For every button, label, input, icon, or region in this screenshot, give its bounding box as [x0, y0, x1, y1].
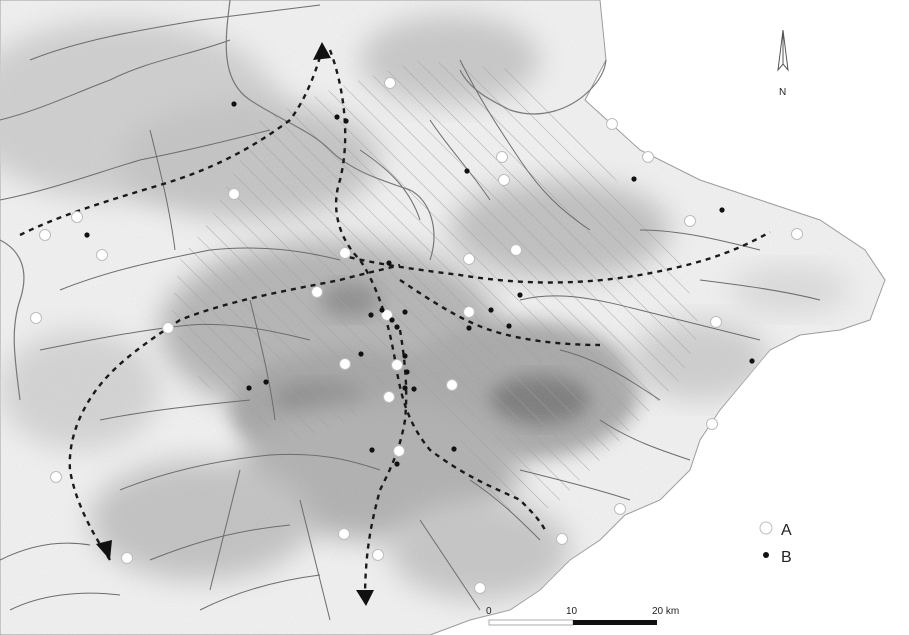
site-b — [719, 207, 725, 213]
scale-bar: 0 10 20 km — [486, 606, 679, 626]
route-arrows — [96, 42, 374, 606]
legend: A B — [759, 521, 792, 566]
route-south — [363, 329, 408, 601]
site-b — [749, 358, 755, 364]
hatched-zone — [170, 60, 700, 520]
route-central-east — [339, 230, 771, 284]
site-b — [411, 386, 417, 392]
north-label: N — [779, 87, 786, 98]
site-a — [339, 358, 351, 370]
site-b — [404, 369, 410, 375]
arrowhead-south — [356, 590, 374, 606]
scale-label-0: 0 — [486, 606, 492, 617]
site-b — [402, 385, 408, 391]
site-a — [50, 471, 62, 483]
site-a — [710, 316, 722, 328]
route-northwest — [19, 49, 324, 237]
scale-label-20: 20 km — [652, 606, 679, 617]
site-a — [162, 322, 174, 334]
site-b — [379, 307, 385, 313]
scale-label-10: 10 — [566, 606, 578, 617]
north-arrow: N — [777, 29, 789, 98]
site-b — [358, 351, 364, 357]
site-a — [463, 253, 475, 265]
route-east-branch — [399, 279, 601, 347]
site-a — [383, 391, 395, 403]
site-b — [394, 461, 400, 467]
site-a — [642, 151, 654, 163]
site-a — [684, 215, 696, 227]
site-b — [84, 232, 90, 238]
site-a — [393, 445, 405, 457]
site-a — [228, 188, 240, 200]
site-a — [384, 77, 396, 89]
site-a — [121, 552, 133, 564]
site-b — [402, 309, 408, 315]
site-b — [402, 353, 408, 359]
boundaries — [0, 0, 607, 401]
route-west — [68, 263, 401, 561]
sites-a — [30, 77, 803, 594]
sites-b — [84, 101, 755, 467]
site-a — [446, 379, 458, 391]
site-a — [510, 244, 522, 256]
site-a — [496, 151, 508, 163]
site-b — [506, 323, 512, 329]
site-b — [517, 292, 523, 298]
site-a — [39, 229, 51, 241]
site-a — [96, 249, 108, 261]
site-b — [263, 379, 269, 385]
scale-segment-2 — [573, 620, 657, 625]
routes — [19, 49, 771, 601]
site-a — [372, 549, 384, 561]
site-a — [706, 418, 718, 430]
site-b — [631, 176, 637, 182]
site-a — [339, 247, 351, 259]
site-b — [246, 385, 252, 391]
site-a — [614, 503, 626, 515]
site-b — [334, 114, 340, 120]
site-b — [231, 101, 237, 107]
site-b — [488, 307, 494, 313]
site-a — [474, 582, 486, 594]
site-a — [391, 359, 403, 371]
site-a — [606, 118, 618, 130]
site-a — [498, 174, 510, 186]
site-a — [463, 306, 475, 318]
site-a — [338, 528, 350, 540]
site-a — [311, 286, 323, 298]
site-b — [343, 118, 349, 124]
site-a — [71, 211, 83, 223]
site-a — [381, 309, 393, 321]
site-b — [368, 312, 374, 318]
site-b — [464, 168, 470, 174]
legend-label-a: A — [781, 522, 792, 539]
site-b — [466, 325, 472, 331]
site-b — [386, 260, 392, 266]
site-b — [394, 324, 400, 330]
site-a — [30, 312, 42, 324]
legend-symbol-a — [759, 521, 773, 535]
legend-label-b: B — [781, 549, 792, 566]
site-b — [389, 317, 395, 323]
rivers — [0, 4, 821, 621]
site-b — [369, 447, 375, 453]
legend-symbol-b — [763, 552, 769, 558]
scale-segment-1 — [488, 619, 574, 626]
arrowhead-southwest — [96, 540, 112, 560]
site-a — [791, 228, 803, 240]
site-b — [451, 446, 457, 452]
arrowhead-north — [313, 42, 331, 60]
site-a — [556, 533, 568, 545]
